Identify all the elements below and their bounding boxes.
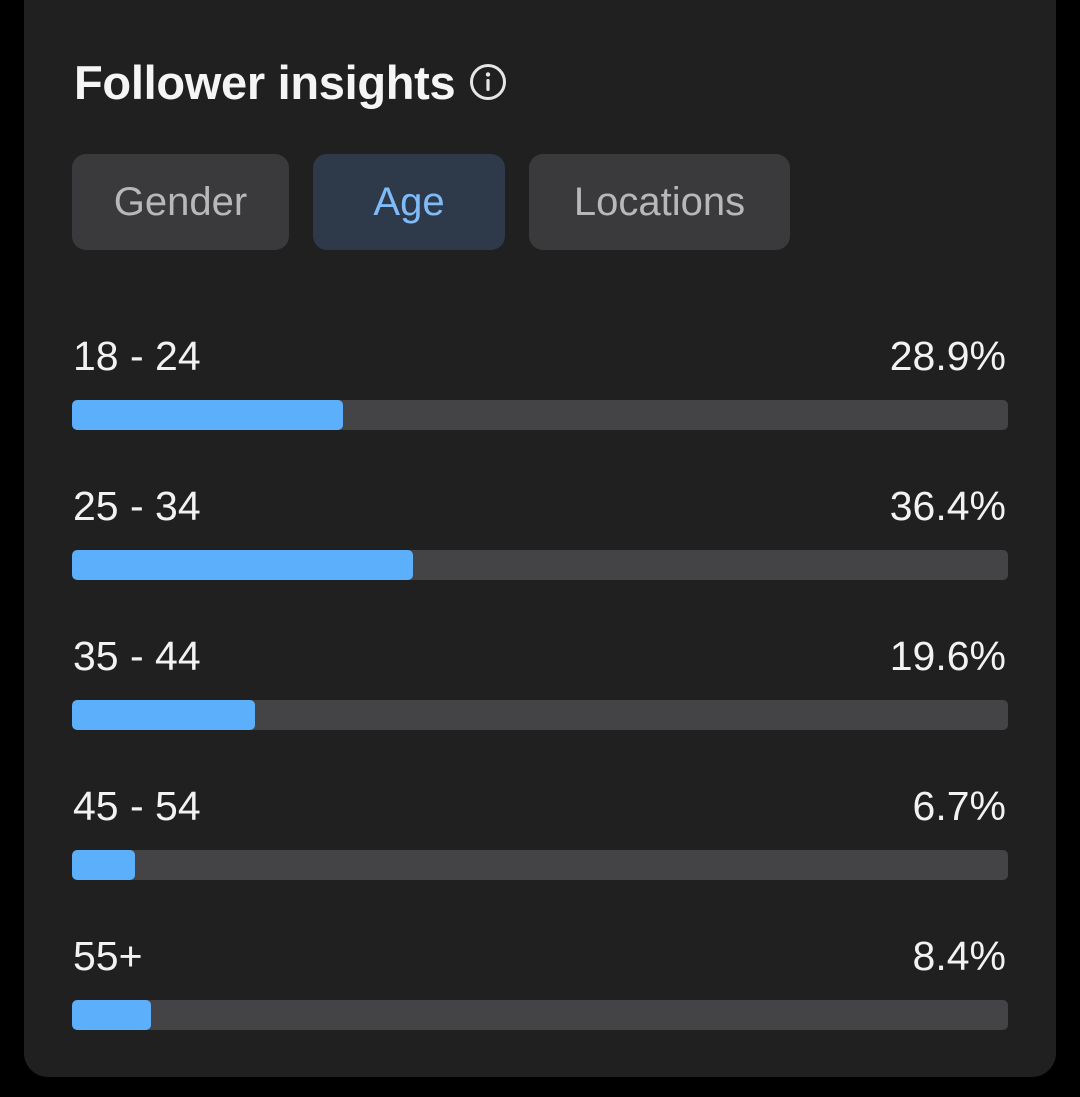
- progress-fill: [72, 700, 256, 730]
- age-percentage: 6.7%: [912, 783, 1006, 829]
- progress-fill: [72, 400, 344, 430]
- progress-fill: [72, 850, 135, 880]
- age-row-25-34: 25 - 34 36.4%: [72, 480, 1008, 630]
- tab-age[interactable]: Age: [313, 154, 505, 250]
- age-distribution-list: 18 - 24 28.9% 25 - 34 36.4% 35 - 44 19.6…: [72, 330, 1008, 1080]
- age-range-label: 18 - 24: [73, 333, 201, 379]
- age-percentage: 36.4%: [889, 483, 1006, 529]
- tab-gender[interactable]: Gender: [72, 154, 289, 250]
- insights-tabs: Gender Age Locations: [72, 154, 790, 250]
- age-range-label: 55+: [73, 933, 143, 979]
- age-percentage: 8.4%: [912, 933, 1006, 979]
- card-title: Follower insights: [74, 55, 456, 109]
- age-range-label: 25 - 34: [73, 483, 201, 529]
- progress-track: [72, 850, 1008, 880]
- age-percentage: 19.6%: [889, 633, 1006, 679]
- tab-locations[interactable]: Locations: [529, 154, 790, 250]
- progress-fill: [72, 1000, 151, 1030]
- progress-track: [72, 550, 1008, 580]
- info-circle-icon[interactable]: [469, 63, 507, 101]
- progress-track: [72, 700, 1008, 730]
- age-range-label: 35 - 44: [73, 633, 201, 679]
- progress-track: [72, 1000, 1008, 1030]
- age-row-45-54: 45 - 54 6.7%: [72, 780, 1008, 930]
- progress-fill: [72, 550, 413, 580]
- age-range-label: 45 - 54: [73, 783, 201, 829]
- age-row-55-plus: 55+ 8.4%: [72, 930, 1008, 1080]
- title-row: Follower insights: [74, 52, 507, 112]
- age-row-18-24: 18 - 24 28.9%: [72, 330, 1008, 480]
- age-percentage: 28.9%: [889, 333, 1006, 379]
- age-row-35-44: 35 - 44 19.6%: [72, 630, 1008, 780]
- progress-track: [72, 400, 1008, 430]
